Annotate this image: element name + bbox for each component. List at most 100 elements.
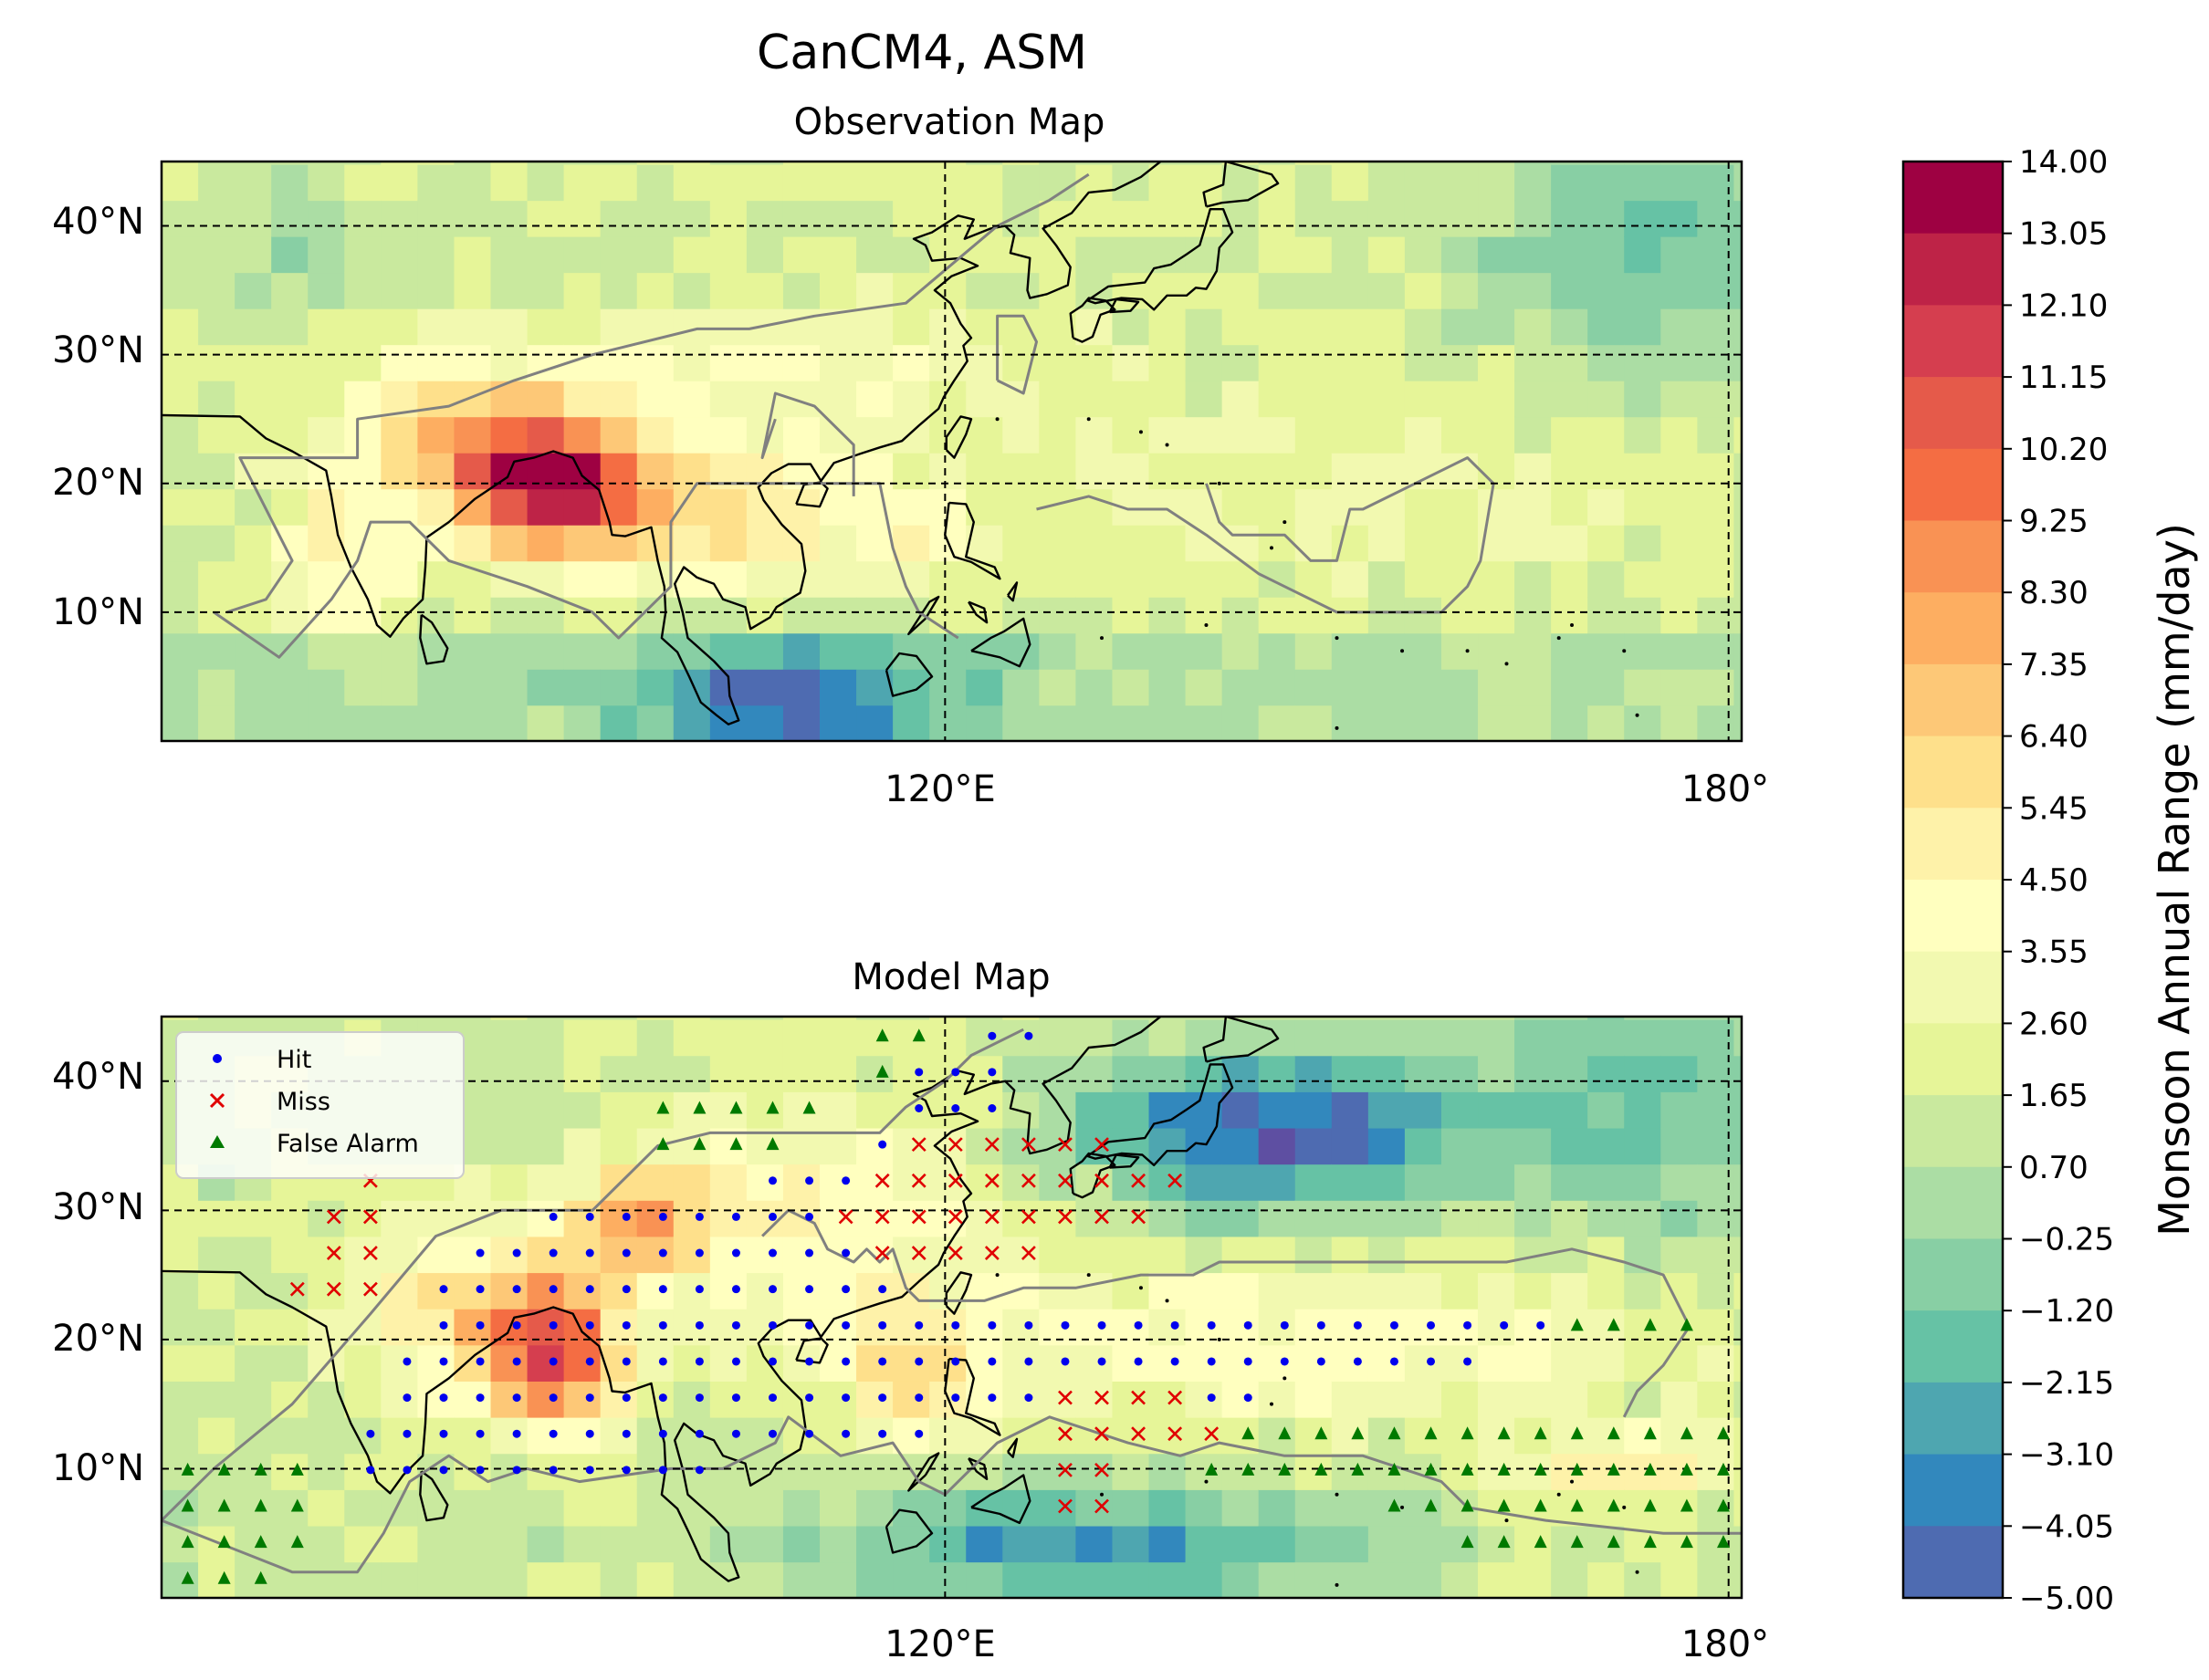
grid-cell [636,560,675,598]
grid-cell [308,1200,346,1237]
hit-marker [1024,1320,1033,1330]
grid-cell [1185,1561,1223,1598]
grid-cell [1551,1489,1588,1527]
hit-marker [585,1212,594,1221]
false-alarm-marker [1534,1535,1547,1549]
grid-cell [1660,1018,1699,1057]
grid-cell [1733,1272,1742,1310]
grid-cell [1039,380,1077,418]
grid-cell [308,704,346,741]
grid-cell [820,200,857,237]
grid-cell [1587,1018,1626,1057]
hit-marker [731,1320,740,1330]
false-alarm-marker [1460,1426,1474,1440]
grid-cell [1002,1416,1041,1455]
grid-cell [1551,632,1588,670]
grid-cell [1404,1561,1442,1598]
hit-marker [988,1357,997,1366]
grid-cell [856,416,894,454]
grid-cell [1624,1272,1662,1310]
miss-marker [947,1173,963,1188]
grid-cell [1624,1453,1662,1490]
hit-marker [695,1212,704,1221]
grid-cell [563,1236,602,1274]
monsoon-contour-line [760,391,855,496]
grid-cell [1733,1489,1742,1527]
grid-cell [1697,1416,1735,1455]
observation-heatmap [162,162,1742,741]
grid-cell [1587,1489,1626,1527]
coastline [162,162,1162,725]
false-alarm-marker [181,1535,194,1549]
grid-cell [1733,452,1742,490]
grid-cell [1587,1272,1626,1310]
grid-cell [709,596,748,634]
colorbar-block [1903,808,2003,881]
legend-item-miss: Miss [209,1088,330,1116]
grid-cell [1148,1018,1187,1057]
grid-cell [1294,380,1333,418]
grid-cell [746,1017,784,1020]
grid-cell [820,162,857,165]
grid-cell [1294,1416,1333,1455]
grid-cell [1367,1055,1406,1092]
false-alarm-marker [1534,1462,1547,1476]
grid-cell [1587,344,1626,381]
grid-cell [563,1525,602,1563]
grid-cell [1624,344,1662,381]
grid-cell [1258,1344,1296,1382]
grid-cell [1367,1489,1406,1527]
island [1100,1492,1104,1497]
grid-cell [454,1344,492,1382]
hit-marker [769,1393,778,1403]
grid-cell [893,488,930,526]
false-alarm-marker [1607,1462,1620,1476]
grid-cell [198,704,236,741]
grid-cell [1331,596,1369,634]
grid-cell [636,200,675,237]
false-alarm-marker [1278,1426,1292,1440]
hit-marker [769,1248,778,1257]
grid-cell [1551,162,1588,165]
grid-cell [1440,235,1479,274]
grid-cell [1331,1416,1369,1455]
grid-cell [636,1091,675,1129]
grid-cell [929,1163,968,1201]
grid-cell [1185,1200,1223,1237]
grid-cell [929,163,968,202]
grid-cell [820,1272,857,1310]
grid-cell [1367,1017,1406,1020]
grid-cell [1733,1200,1742,1237]
hit-marker [476,1393,485,1403]
false-alarm-marker [1716,1426,1730,1440]
grid-cell [563,1091,602,1129]
grid-cell [1112,1127,1150,1165]
grid-cell [1112,1416,1150,1455]
hit-marker [1500,1320,1509,1330]
obs-lat-tick-30: 30°N [52,329,144,371]
grid-cell [746,1200,784,1237]
model-lat-tick-labels: 40°N 30°N 20°N 10°N [52,1056,144,1489]
grid-cell [308,1561,346,1598]
colorbar-block [1903,305,2003,378]
grid-cell [966,1127,1004,1165]
grid-cell [1660,1200,1699,1237]
grid-cell [527,488,565,526]
model-map-title: Model Map [852,956,1050,998]
grid-cell [600,1381,638,1418]
grid-cell [563,1127,602,1165]
grid-cell [600,452,638,490]
grid-cell [1221,1236,1260,1274]
grid-cell [1624,1308,1662,1346]
hit-marker [585,1466,594,1475]
grid-cell [198,308,236,346]
grid-cell [929,344,968,381]
model-lon-tick-labels: 120°E 180° [885,1623,1769,1665]
monsoon-contour-line [761,1208,1691,1418]
grid-cell [1002,1525,1041,1563]
colorbar: 14.0013.0512.1011.1510.209.258.307.356.4… [1901,144,2199,1617]
grid-cell [636,1055,675,1092]
grid-cell [1624,1055,1662,1092]
grid-cell [563,1163,602,1201]
grid-cell [1258,235,1296,274]
